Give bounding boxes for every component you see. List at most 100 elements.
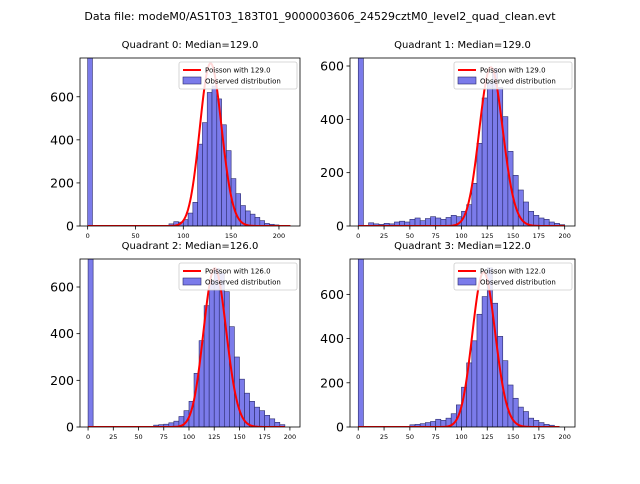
quadrant-3-legend-label-poisson: Poisson with 122.0 bbox=[480, 268, 546, 276]
quadrant-3-xtick-label: 175 bbox=[533, 433, 545, 441]
quadrant-2-xtick-label: 100 bbox=[183, 433, 195, 441]
quadrant-1-xtick-label: 125 bbox=[481, 232, 493, 240]
quadrant-3-xtick-label: 0 bbox=[356, 433, 360, 441]
quadrant-1-bar bbox=[358, 58, 363, 226]
quadrant-2-ytick-label: 600 bbox=[50, 280, 74, 295]
quadrant-1-title: Quadrant 1: Median=129.0 bbox=[394, 40, 531, 51]
quadrant-3-xtick-label: 150 bbox=[507, 433, 519, 441]
quadrant-1-bar bbox=[477, 143, 482, 226]
quadrant-0-xtick-label: 150 bbox=[225, 232, 237, 240]
quadrant-2-bar bbox=[88, 259, 93, 427]
quadrant-1-xtick-label: 50 bbox=[406, 232, 414, 240]
quadrant-1-bar bbox=[446, 217, 451, 226]
quadrant-1-ytick-label: 200 bbox=[320, 165, 344, 180]
quadrant-2-xtick-label: 75 bbox=[160, 433, 168, 441]
quadrant-1-xtick-label: 25 bbox=[380, 232, 388, 240]
quadrant-2-bar bbox=[260, 411, 265, 427]
quadrant-1-bar bbox=[539, 218, 544, 226]
quadrant-1-legend-label-observed: Observed distribution bbox=[480, 78, 556, 86]
quadrant-3-title: Quadrant 3: Median=122.0 bbox=[394, 241, 531, 252]
quadrant-1-bar bbox=[482, 98, 487, 226]
quadrant-1-bar bbox=[436, 218, 441, 226]
quadrant-2-ytick-label: 400 bbox=[50, 326, 74, 341]
quadrant-3-xtick-label: 200 bbox=[558, 433, 570, 441]
quadrant-1-ytick-label: 600 bbox=[320, 59, 344, 74]
quadrant-3-poisson-line bbox=[358, 272, 559, 427]
quadrant-3-bar bbox=[436, 419, 441, 427]
quadrant-2-legend-label-poisson: Poisson with 126.0 bbox=[205, 268, 271, 276]
quadrant-2-xtick-label: 25 bbox=[109, 433, 117, 441]
quadrant-2-ytick-label: 0 bbox=[66, 420, 74, 435]
quadrant-2-bar bbox=[250, 401, 255, 427]
quadrant-0-bar bbox=[88, 58, 93, 226]
quadrant-3-bar bbox=[482, 297, 487, 427]
figure-title: Data file: modeM0/AS1T03_183T01_90000036… bbox=[84, 10, 556, 23]
quadrant-0-bar bbox=[245, 211, 250, 226]
quadrant-2-xtick-label: 200 bbox=[284, 433, 296, 441]
quadrant-1-xtick-label: 175 bbox=[533, 232, 545, 240]
quadrant-3-bar bbox=[472, 341, 477, 427]
quadrant-3-legend-label-observed: Observed distribution bbox=[480, 279, 556, 287]
quadrant-1-poisson-line bbox=[358, 67, 564, 226]
quadrant-2-bar bbox=[224, 292, 229, 427]
quadrant-1-ytick-label: 400 bbox=[320, 112, 344, 127]
quadrant-3-ytick-label: 400 bbox=[320, 331, 344, 346]
quadrant-0-legend-bar-swatch bbox=[183, 77, 201, 84]
quadrant-0-bar bbox=[198, 144, 203, 226]
quadrant-2-xtick-label: 175 bbox=[258, 433, 270, 441]
quadrant-1-bar bbox=[415, 218, 420, 226]
quadrant-1-xtick-label: 0 bbox=[356, 232, 360, 240]
quadrant-1-bar bbox=[487, 82, 492, 226]
quadrant-3-xtick-label: 75 bbox=[432, 433, 440, 441]
quadrant-0-xtick-label: 0 bbox=[86, 232, 90, 240]
quadrant-3-xtick-label: 50 bbox=[406, 433, 414, 441]
quadrant-3-legend: Poisson with 122.0 Observed distribution bbox=[454, 263, 572, 290]
quadrant-3-bar bbox=[523, 412, 528, 427]
quadrant-3-bar bbox=[477, 314, 482, 427]
quadrant-2-xtick-label: 150 bbox=[233, 433, 245, 441]
quadrant-1-xtick-label: 150 bbox=[507, 232, 519, 240]
quadrant-3-legend-bar-swatch bbox=[458, 278, 476, 285]
quadrant-0-bar bbox=[255, 217, 260, 226]
quadrant-1-bar bbox=[472, 183, 477, 226]
quadrant-3-bar bbox=[529, 418, 534, 427]
quadrant-0-bar bbox=[193, 202, 198, 226]
quadrant-3-xtick-label: 100 bbox=[455, 433, 467, 441]
quadrant-2-bar bbox=[209, 280, 214, 427]
quadrant-0-ytick-label: 0 bbox=[66, 219, 74, 234]
quadrant-2-xtick-label: 0 bbox=[86, 433, 90, 441]
quadrant-1-legend-bar-swatch bbox=[458, 77, 476, 84]
quadrant-3-ytick-label: 600 bbox=[320, 287, 344, 302]
quadrant-3-bar bbox=[508, 385, 513, 427]
quadrant-0-xtick-label: 100 bbox=[177, 232, 189, 240]
quadrant-1-bar bbox=[431, 217, 436, 226]
quadrant-1-xtick-label: 75 bbox=[432, 232, 440, 240]
quadrant-1-xtick-label: 100 bbox=[455, 232, 467, 240]
quadrant-2-poisson-line bbox=[88, 268, 285, 427]
quadrant-2-title: Quadrant 2: Median=126.0 bbox=[122, 241, 259, 252]
quadrant-0-xtick-label: 50 bbox=[131, 232, 139, 240]
quadrant-3-ytick-label: 0 bbox=[336, 420, 344, 435]
quadrant-1-xtick-label: 200 bbox=[558, 232, 570, 240]
quadrant-3-ytick-label: 200 bbox=[320, 375, 344, 390]
quadrant-2-legend-bar-swatch bbox=[183, 278, 201, 285]
quadrant-2-xtick-label: 125 bbox=[208, 433, 220, 441]
quadrant-0-legend-label-poisson: Poisson with 129.0 bbox=[205, 67, 271, 75]
quadrant-0-ytick-label: 600 bbox=[50, 89, 74, 104]
quadrant-3-bar bbox=[358, 259, 363, 427]
quadrant-2-legend-label-observed: Observed distribution bbox=[205, 279, 281, 287]
quadrant-0-legend: Poisson with 129.0 Observed distribution bbox=[179, 62, 297, 89]
quadrant-2-bar bbox=[265, 415, 270, 427]
quadrant-0-legend-label-observed: Observed distribution bbox=[205, 78, 281, 86]
quadrant-0-ytick-label: 400 bbox=[50, 132, 74, 147]
quadrant-0-title: Quadrant 0: Median=129.0 bbox=[122, 40, 259, 51]
quadrant-2-xtick-label: 50 bbox=[134, 433, 142, 441]
quadrant-2-bar bbox=[214, 268, 219, 427]
quadrant-2-bar bbox=[255, 407, 260, 427]
